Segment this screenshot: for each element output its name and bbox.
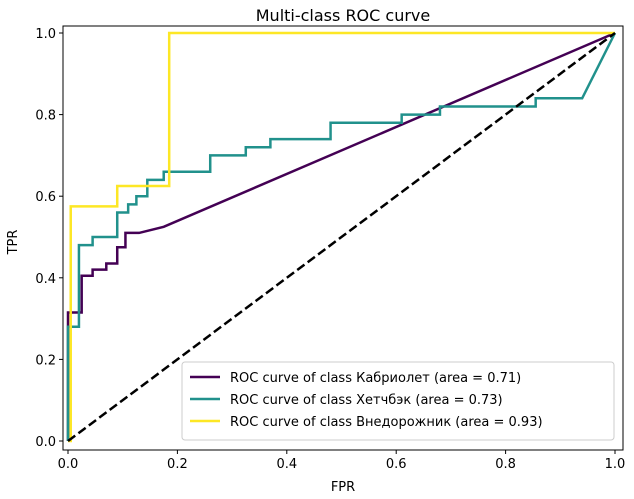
x-axis-label: FPR: [331, 480, 355, 495]
y-tick-label: 0.2: [35, 353, 56, 368]
x-tick-label: 0.2: [167, 457, 188, 472]
legend-label-3: ROC curve of class Внедорожник (area = 0…: [230, 415, 543, 430]
legend-box: [181, 361, 615, 441]
x-tick-label: 0.4: [276, 457, 297, 472]
x-tick-label: 0.8: [495, 457, 516, 472]
y-tick-label: 0.4: [35, 272, 56, 287]
legend-label-1: ROC curve of class Кабриолет (area = 0.7…: [230, 371, 521, 386]
series-line-2: [66, 32, 617, 441]
y-tick-label: 0.8: [35, 109, 56, 124]
series-line-1: [66, 31, 616, 441]
legend-label-2: ROC curve of class Хетчбэк (area = 0.73): [230, 393, 503, 408]
x-tick-label: 1.0: [605, 457, 626, 472]
tick-group: 0.0 0.2 0.4 0.6 0.8 1.0 0.0 0.2 0.4 0.6 0.8 1.0: [35, 27, 625, 472]
x-tick-label: 0.0: [58, 457, 79, 472]
y-tick-label: 1.0: [35, 27, 56, 42]
y-axis-label: TPR: [6, 230, 21, 256]
chart-title: Multi-class ROC curve: [256, 6, 430, 25]
y-tick-label: 0.0: [35, 435, 56, 450]
legend: ROC curve of class Кабриолет (area = 0.7…: [181, 361, 615, 441]
plot-area: [66, 31, 617, 443]
axes-frame: [62, 25, 624, 451]
series-line-3: [68, 31, 615, 443]
chance-diagonal-line: [67, 31, 616, 443]
x-tick-label: 0.6: [386, 457, 407, 472]
y-tick-label: 0.6: [35, 190, 56, 205]
